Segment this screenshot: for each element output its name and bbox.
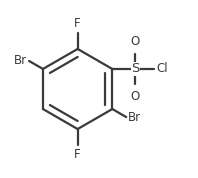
Text: O: O	[131, 35, 140, 48]
Text: Br: Br	[128, 111, 141, 124]
Text: F: F	[74, 148, 81, 161]
Text: Br: Br	[14, 54, 27, 67]
Text: Cl: Cl	[156, 62, 168, 75]
Text: S: S	[131, 62, 140, 75]
Text: F: F	[74, 17, 81, 30]
Text: O: O	[131, 90, 140, 103]
